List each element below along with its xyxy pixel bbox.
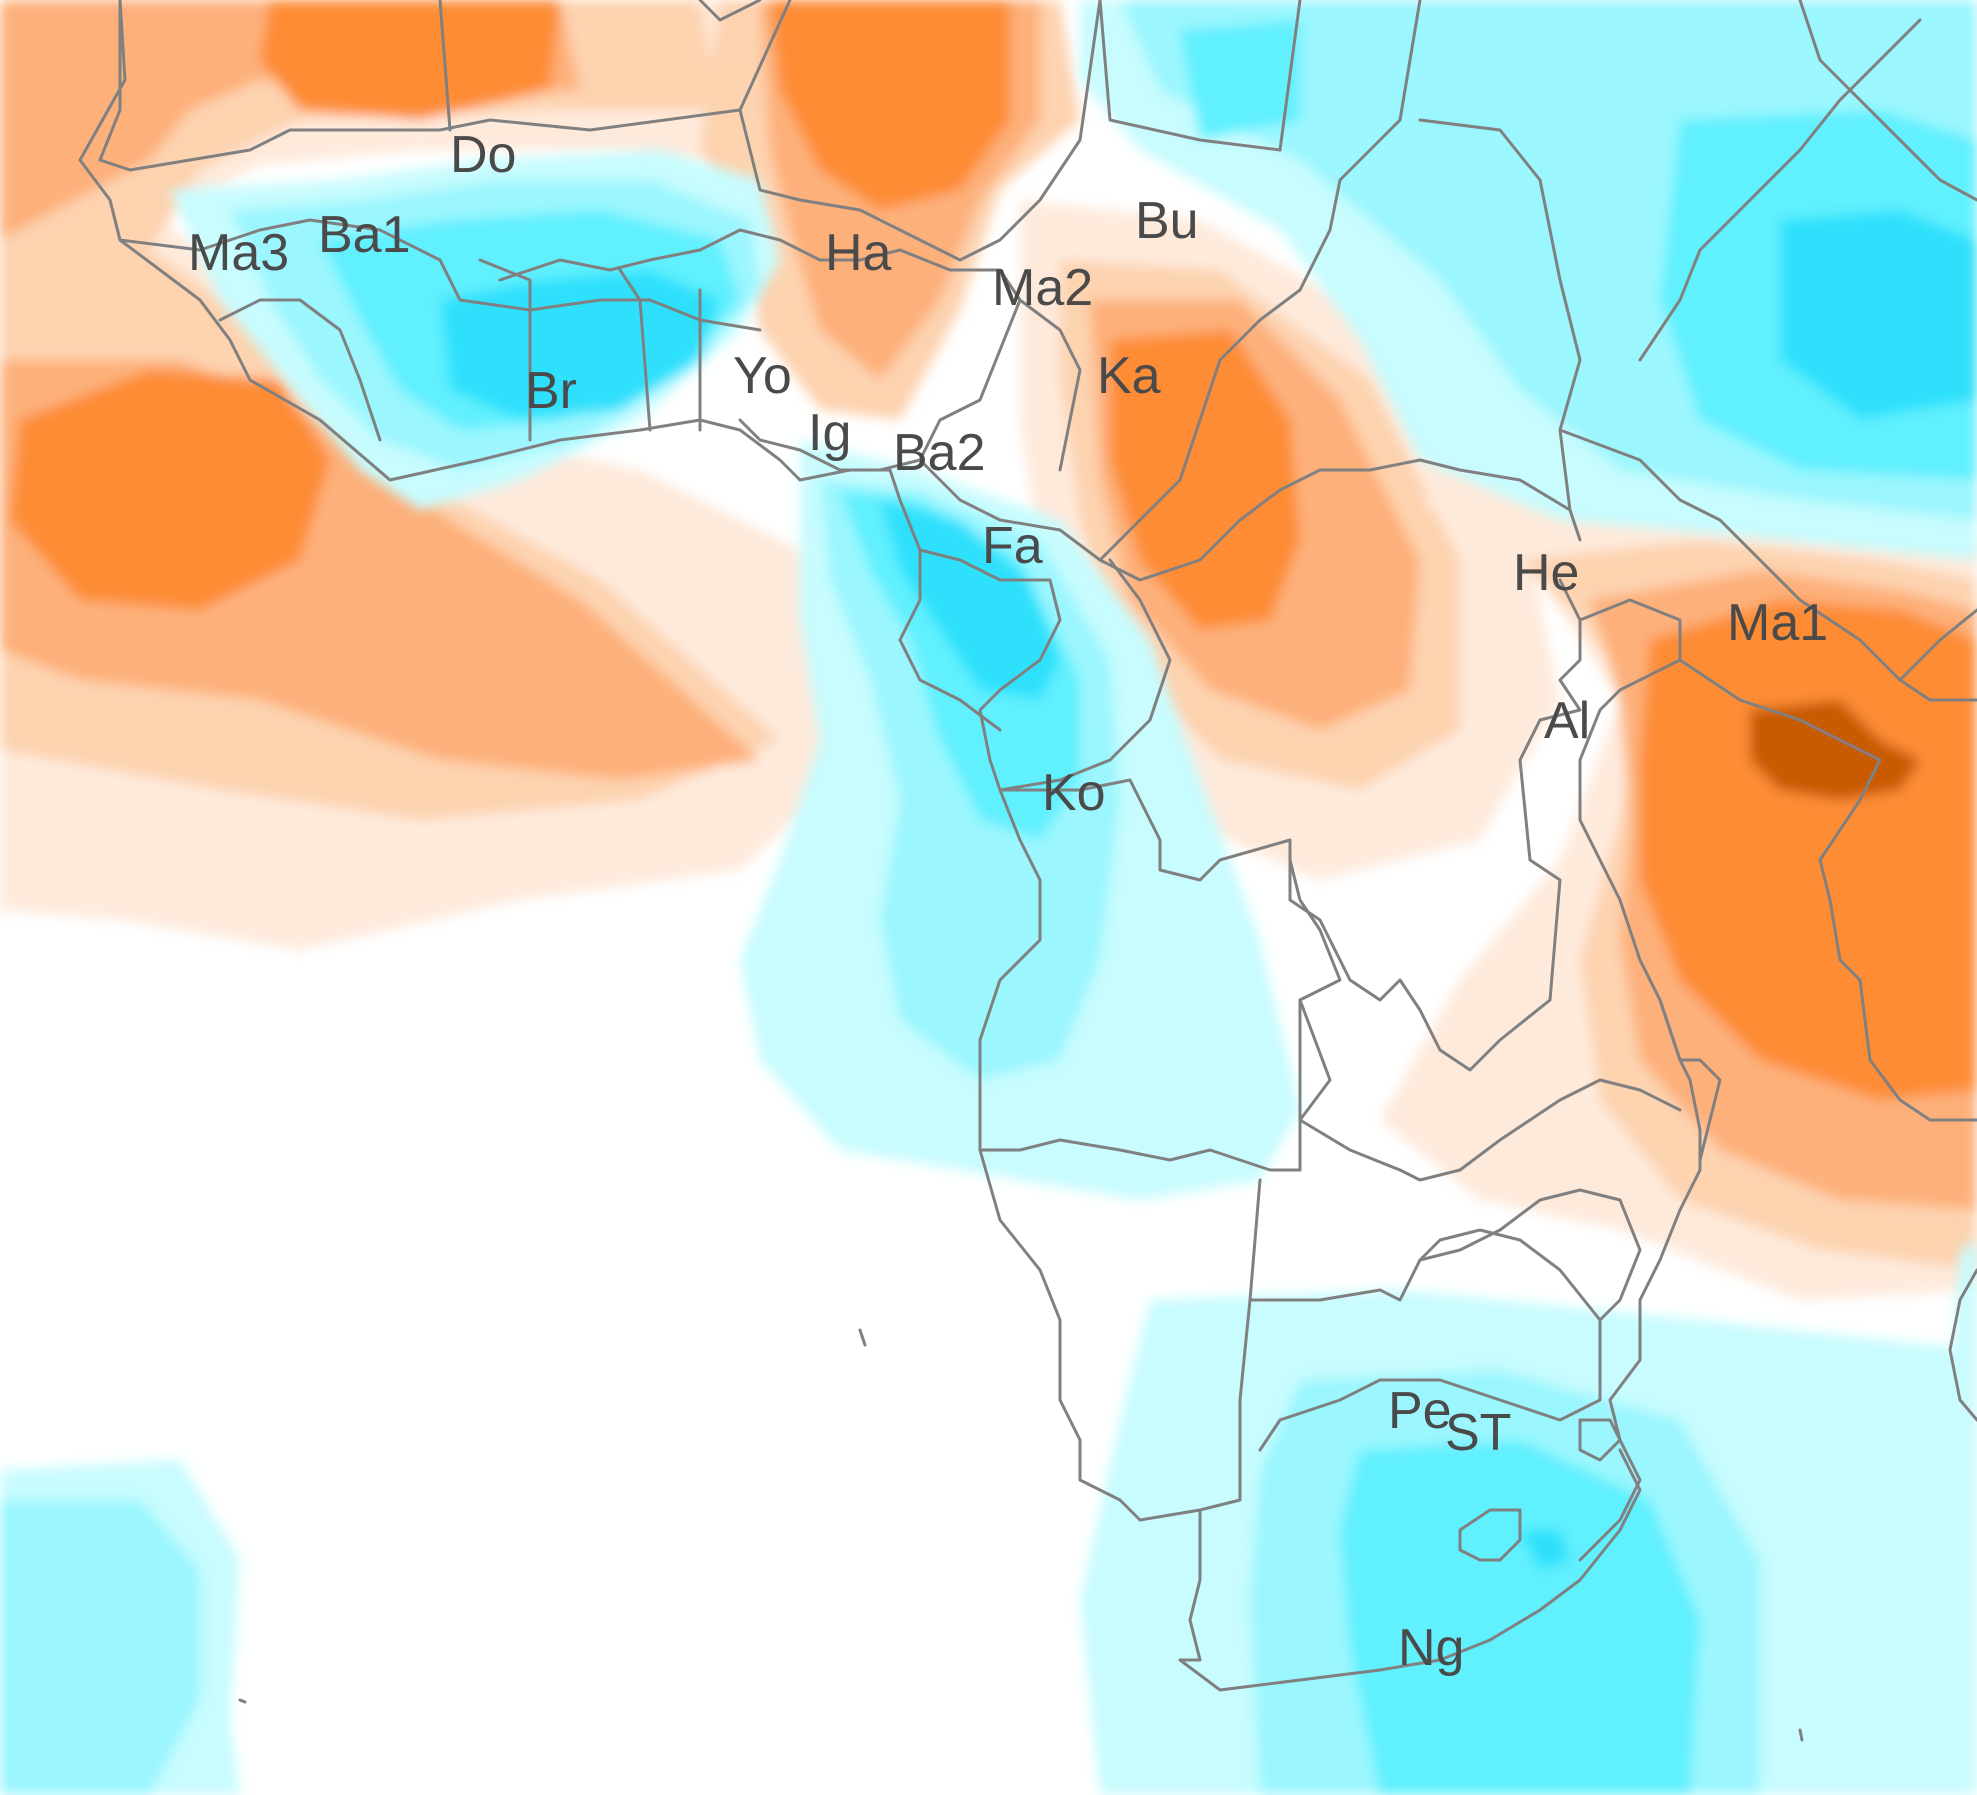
border-horn	[1898, 608, 1977, 682]
border-angola	[978, 788, 1342, 1172]
anomaly-dark-west	[10, 0, 560, 610]
border-botswana	[1248, 1228, 1602, 1452]
label-bu: Bu	[1135, 192, 1199, 250]
label-ng: Ng	[1398, 1619, 1464, 1677]
border-cameroon	[918, 118, 1402, 562]
border-sahel	[118, 218, 762, 332]
label-al: Al	[1544, 692, 1590, 750]
anomaly-cyan-darkest-northeast	[1780, 210, 1977, 420]
anomaly-darkest-east	[1750, 700, 1920, 800]
country-borders	[78, 0, 1977, 1742]
anomaly-dark-east	[1640, 600, 1977, 1100]
border-guinea	[218, 298, 382, 442]
border-ethiopia	[1558, 0, 1977, 702]
label-yo: Yo	[733, 347, 792, 405]
border-mauritania	[98, 0, 792, 172]
border-namibia	[978, 1148, 1262, 1522]
border-niger	[738, 0, 1102, 262]
border-chad	[1018, 0, 1282, 472]
anomaly-cyan-dark-northeast	[1180, 20, 1977, 480]
border-zimbabwe	[1418, 1188, 1642, 1322]
border-zambia	[1298, 998, 1682, 1182]
positive-anomaly-layer	[0, 0, 1977, 1300]
border-east-lakes	[1578, 598, 1692, 1082]
label-pe: Pe	[1388, 1382, 1452, 1440]
border-malawi	[1658, 998, 1722, 1162]
anomaly-dark-central	[1110, 330, 1300, 630]
border-ivory-ghana	[478, 258, 702, 442]
label-he: He	[1513, 544, 1579, 602]
border-kenya-tanzania	[1678, 658, 1977, 1122]
label-ha: Ha	[825, 224, 892, 282]
label-ba2: Ba2	[893, 424, 986, 482]
label-ma2: Ma2	[992, 259, 1093, 317]
anomaly-cyan-mid-southwest	[0, 1500, 200, 1795]
label-ig: Ig	[808, 404, 851, 462]
border-south-africa	[1178, 1448, 1642, 1692]
anomaly-cyan-darkest-south	[1520, 1530, 1570, 1570]
border-mali-north	[438, 0, 762, 132]
border-madagascar	[1948, 1268, 1977, 1422]
anomaly-dark-north	[770, 0, 1010, 210]
label-ba1: Ba1	[318, 206, 411, 264]
label-fa: Fa	[982, 517, 1043, 575]
region-labels: Do Ma3 Ba1 Br Yo Ig Ha Bu Ma2 Ka Ba2 Fa …	[188, 126, 1828, 1677]
label-ko: Ko	[1042, 764, 1106, 822]
border-swaziland	[1578, 1418, 1622, 1462]
border-gabon-congo	[918, 548, 1062, 792]
label-br: Br	[525, 362, 577, 420]
border-islands	[238, 1328, 1804, 1742]
border-car	[1098, 458, 1582, 582]
border-nigeria	[738, 228, 1022, 472]
border-west-coast	[78, 0, 902, 502]
label-do: Do	[450, 126, 516, 184]
label-ka: Ka	[1097, 347, 1161, 405]
border-drc-west	[998, 558, 1172, 792]
anomaly-cyan-light-eastcoast	[1950, 1240, 1977, 1420]
border-lesotho	[1458, 1508, 1522, 1562]
border-gabon	[898, 498, 1002, 732]
label-st: ST	[1445, 1404, 1511, 1462]
label-ma3: Ma3	[188, 224, 289, 282]
border-burkina	[498, 228, 742, 282]
label-ma1: Ma1	[1727, 594, 1828, 652]
border-drc	[998, 578, 1582, 1072]
